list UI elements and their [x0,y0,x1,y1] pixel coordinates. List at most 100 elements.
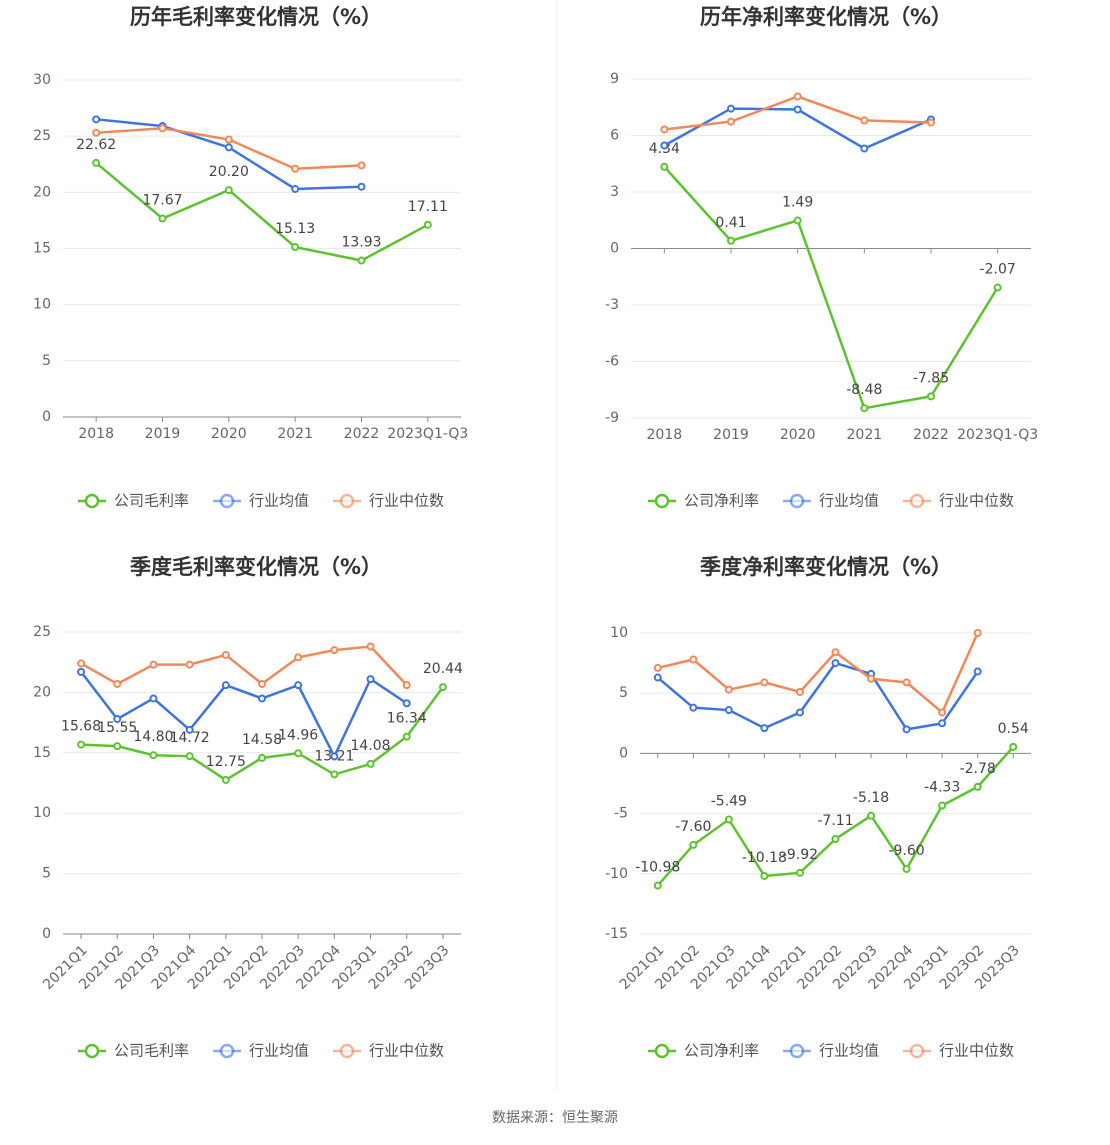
y-tick-label: 0 [619,745,628,761]
data-label: 0.54 [998,721,1029,737]
data-label: 14.96 [278,727,318,743]
data-point [221,681,230,690]
y-tick-label: 9 [610,71,619,87]
data-label: -9.92 [782,847,818,863]
data-point [993,283,1002,292]
data-label: 15.13 [275,221,315,237]
legend-label: 行业均值 [819,1042,879,1060]
legend-marker [339,493,355,509]
data-label: 22.62 [76,137,116,153]
legend-marker [339,1043,355,1059]
source-note: 数据来源：恒生聚源 [492,1110,618,1126]
x-tick-label: 2019 [145,426,181,442]
data-point [258,753,266,762]
data-label: -7.11 [817,813,853,829]
data-point [831,648,840,657]
data-point [689,840,698,849]
data-label: -7.60 [675,819,711,835]
data-point [760,724,769,733]
legend-marker [654,493,670,509]
chart-panel: 季度净利率变化情况（%）-15-10-505102021Q12021Q22021… [605,555,1031,1060]
data-point [724,815,733,824]
data-point [77,740,86,749]
series-line [663,165,999,410]
data-label: 14.58 [242,732,282,748]
series-line [656,661,979,731]
data-point [727,236,735,245]
y-tick-label: 0 [42,926,51,942]
data-label: 14.08 [350,738,390,754]
data-point [402,699,411,708]
data-point [149,660,158,669]
data-label: -5.49 [711,793,747,809]
data-point [938,719,947,728]
data-point [660,141,669,150]
legend-marker [84,493,100,509]
data-point [689,655,698,664]
data-point [291,184,300,193]
series-line [657,632,979,715]
y-tick-label: 5 [42,353,51,369]
series-line [80,671,408,760]
data-point [860,404,869,413]
data-point [423,220,432,229]
chart-title: 季度净利率变化情况（%） [700,555,952,579]
x-tick-label: 2023Q1-Q3 [387,426,468,442]
data-point [92,158,101,167]
y-tick-label: 10 [610,625,628,641]
data-point [294,653,303,662]
data-point [902,725,911,734]
legend-label: 行业中位数 [939,1042,1014,1060]
legend-marker [909,493,925,509]
data-point [973,667,982,676]
data-point [653,881,662,890]
data-point [330,752,339,761]
x-tick-label: 2018 [78,426,114,442]
data-label: -10.18 [742,850,787,866]
data-point [158,124,167,133]
y-tick-label: 30 [33,72,51,88]
data-point [149,694,158,703]
data-point [221,650,230,659]
data-point [831,835,840,844]
data-point [793,92,802,101]
y-tick-label: -6 [605,354,619,370]
data-label: -2.07 [980,261,1016,277]
legend-marker [654,1043,670,1059]
data-point [366,759,375,768]
y-tick-label: 5 [619,685,628,701]
data-label: 17.11 [408,199,448,215]
x-tick-label: 2023Q1-Q3 [957,427,1038,443]
data-label: -2.78 [960,761,996,777]
data-point [973,629,982,637]
data-label: 15.68 [61,719,101,735]
data-point [902,678,911,687]
y-tick-label: 10 [33,297,51,313]
data-label: 16.34 [387,711,427,727]
series-line [95,161,429,262]
legend-marker [84,1043,100,1059]
data-point [77,659,86,668]
legend-marker [789,493,805,509]
legend-label: 行业中位数 [939,492,1014,510]
data-point [831,659,840,668]
data-point [113,742,122,751]
series-line [80,645,408,687]
data-point [294,681,303,690]
data-label: -7.85 [913,370,949,386]
data-point [927,392,935,401]
legend-label: 行业均值 [249,1042,309,1060]
data-label: 1.49 [782,194,813,210]
data-point [760,678,769,687]
data-point [653,663,662,672]
x-tick-label: 2019 [713,427,749,443]
data-point [291,243,300,252]
data-point [795,687,804,696]
data-point [185,660,194,669]
legend-label: 行业中位数 [369,492,444,510]
chart-panel: 季度毛利率变化情况（%）05101520252021Q12021Q22021Q3… [33,555,463,1060]
y-tick-label: 5 [42,866,51,882]
data-point [92,128,101,137]
data-point [291,164,300,173]
data-label: -5.18 [853,790,889,806]
